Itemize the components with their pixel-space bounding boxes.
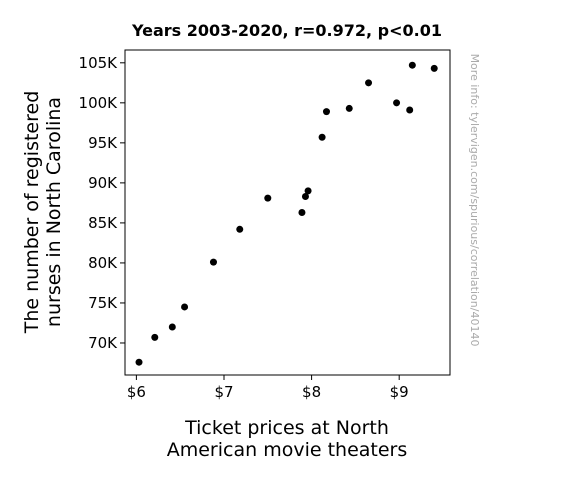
y-tick-label: 90K (88, 174, 118, 192)
y-axis-label-line-2: nurses in North Carolina (43, 97, 65, 327)
y-tick-label: 85K (88, 214, 118, 232)
data-point (408, 61, 416, 69)
data-point (304, 187, 312, 195)
data-point (236, 225, 244, 233)
y-tick-label: 75K (88, 294, 118, 312)
data-point (151, 333, 159, 341)
y-tick-label: 80K (88, 254, 118, 272)
data-point (209, 258, 217, 266)
y-tick-label: 70K (88, 334, 118, 352)
x-tick-label: $7 (214, 383, 233, 401)
y-tick-label: 105K (79, 54, 119, 72)
data-point (430, 64, 438, 72)
x-axis-label: Ticket prices at North American movie th… (167, 417, 408, 461)
y-tick-label: 100K (79, 94, 119, 112)
chart-title: Years 2003-2020, r=0.972, p<0.01 (131, 21, 442, 40)
data-point (181, 303, 189, 311)
data-point (301, 192, 309, 200)
x-tick-label: $6 (127, 383, 146, 401)
data-point (168, 323, 176, 331)
data-point (322, 108, 330, 116)
x-axis-label-line-1: Ticket prices at North (184, 417, 389, 439)
data-points (135, 61, 438, 366)
data-point (406, 106, 414, 114)
x-axis-label-line-2: American movie theaters (167, 439, 408, 461)
y-tick-label: 95K (88, 134, 118, 152)
x-tick-label: $8 (302, 383, 321, 401)
plot-area-frame (124, 49, 451, 376)
axis-ticks: $6 $7 $8 $9 70K 75K 80K 85K 90K 95K 100K 105K (79, 54, 409, 401)
data-point (298, 209, 306, 216)
data-point (264, 194, 272, 202)
x-tick-label: $9 (390, 383, 409, 401)
data-point (135, 358, 143, 366)
data-point (365, 79, 373, 87)
y-axis-label: The number of registered nurses in North… (21, 91, 65, 335)
source-watermark: More info: tylervigen.com/spurious/corre… (468, 54, 481, 347)
data-point (345, 104, 353, 112)
data-point (318, 133, 326, 141)
data-point (393, 99, 401, 107)
y-axis-label-line-1: The number of registered (21, 91, 43, 335)
